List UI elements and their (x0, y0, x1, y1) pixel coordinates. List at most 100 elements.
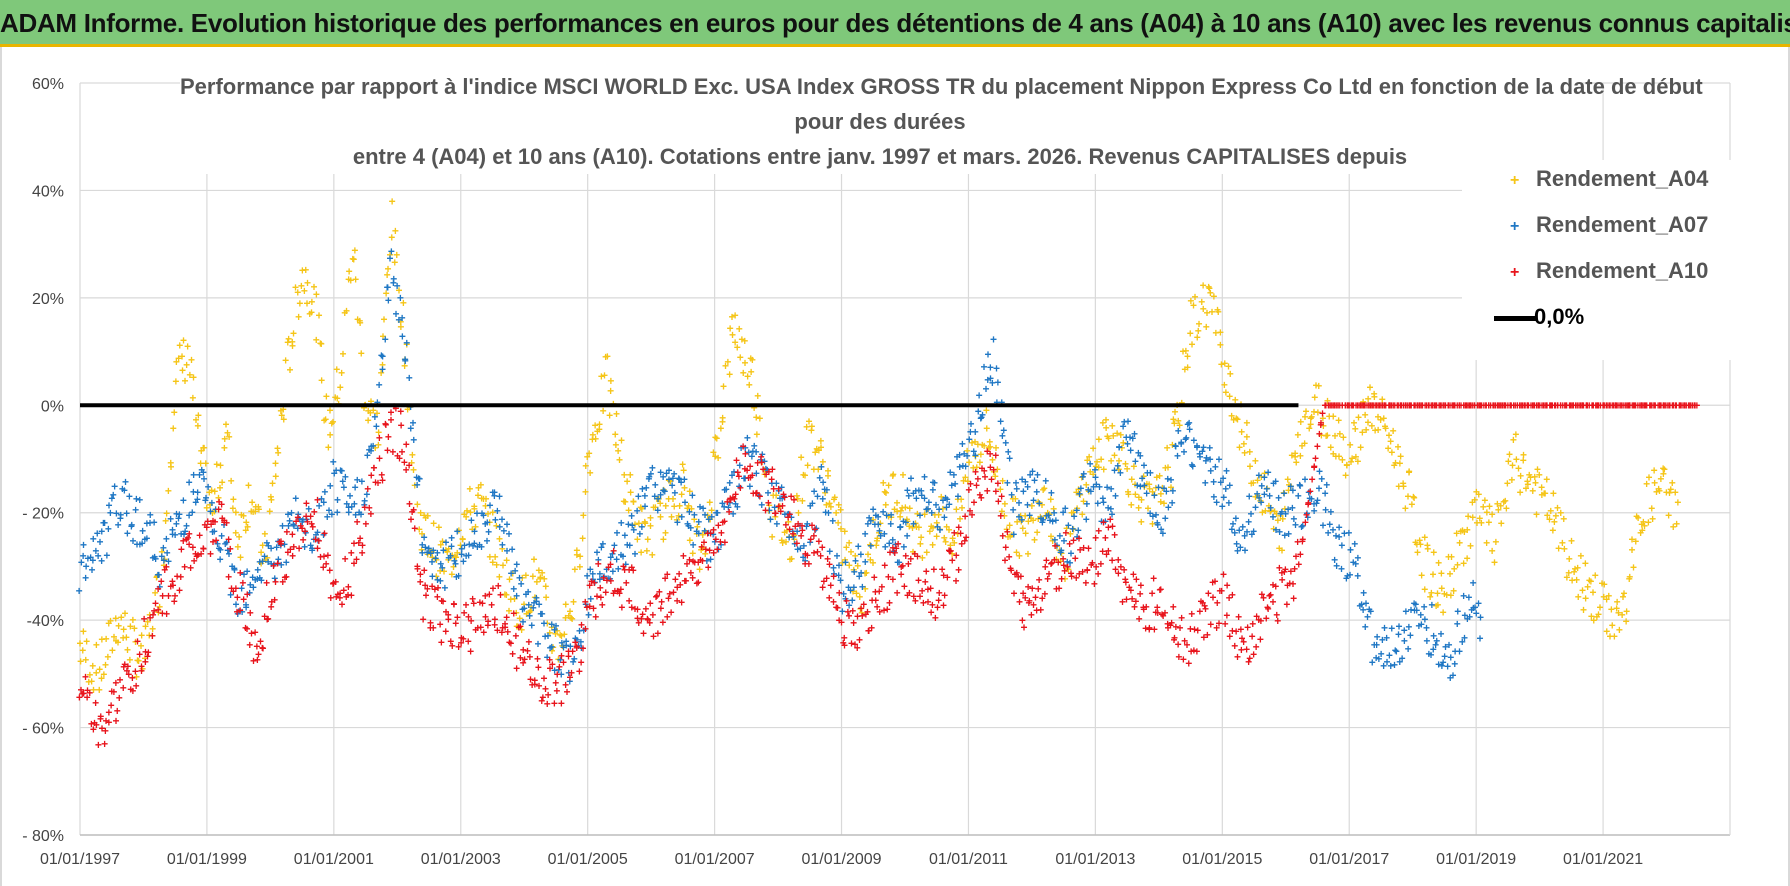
point-Rendement_A07: + (1444, 660, 1451, 674)
point-Rendement_A04: + (295, 310, 302, 324)
point-Rendement_A04: + (393, 248, 400, 262)
point-Rendement_A07: + (422, 540, 429, 554)
x-tick-label: 01/01/2005 (548, 851, 628, 868)
point-Rendement_A04: + (250, 505, 257, 519)
point-Rendement_A07: + (1027, 468, 1034, 482)
point-Rendement_A10: + (894, 586, 901, 600)
point-Rendement_A04: + (129, 613, 136, 627)
point-Rendement_A04: + (127, 620, 134, 634)
point-Rendement_A04: + (1360, 395, 1367, 409)
point-Rendement_A07: + (316, 499, 323, 513)
point-Rendement_A10: + (170, 579, 177, 593)
point-Rendement_A10: + (482, 589, 489, 603)
point-Rendement_A04: + (1459, 524, 1466, 538)
point-Rendement_A07: + (1310, 497, 1317, 511)
point-Rendement_A04: + (1175, 414, 1182, 428)
point-Rendement_A04: + (1505, 454, 1512, 468)
point-Rendement_A04: + (321, 414, 328, 428)
point-Rendement_A04: + (1495, 503, 1502, 517)
point-Rendement_A04: + (266, 504, 273, 518)
point-Rendement_A04: + (1070, 522, 1077, 536)
point-Rendement_A07: + (439, 561, 446, 575)
point-Rendement_A07: + (132, 503, 139, 517)
point-Rendement_A07: + (136, 537, 143, 551)
point-Rendement_A10: + (963, 531, 970, 545)
point-Rendement_A07: + (923, 502, 930, 516)
point-Rendement_A07: + (111, 479, 118, 493)
point-Rendement_A04: + (722, 359, 729, 373)
point-Rendement_A04: + (347, 274, 354, 288)
point-Rendement_A07: + (318, 492, 325, 506)
point-Rendement_A04: + (1281, 502, 1288, 516)
x-tick-label: 01/01/1999 (167, 851, 247, 868)
point-Rendement_A04: + (873, 538, 880, 552)
point-Rendement_A07: + (1423, 621, 1430, 635)
point-Rendement_A10: + (228, 581, 235, 595)
point-Rendement_A04: + (1128, 473, 1135, 487)
point-Rendement_A04: + (949, 547, 956, 561)
point-Rendement_A04: + (1669, 476, 1676, 490)
point-Rendement_A10: + (184, 531, 191, 545)
point-Rendement_A04: + (1208, 305, 1215, 319)
point-Rendement_A07: + (354, 473, 361, 487)
point-Rendement_A10: + (593, 589, 600, 603)
point-Rendement_A07: + (540, 617, 547, 631)
point-Rendement_A07: + (1036, 497, 1043, 511)
point-Rendement_A07: + (465, 549, 472, 563)
point-Rendement_A04: + (1149, 517, 1156, 531)
point-Rendement_A07: + (1172, 440, 1179, 454)
point-Rendement_A07: + (624, 538, 631, 552)
point-Rendement_A04: + (349, 252, 356, 266)
point-Rendement_A07: + (301, 540, 308, 554)
point-Rendement_A07: + (693, 524, 700, 538)
point-Rendement_A10: + (756, 490, 763, 504)
point-Rendement_A07: + (771, 501, 778, 515)
point-Rendement_A10: + (177, 570, 184, 584)
chart-frame (0, 47, 1790, 886)
point-Rendement_A04: + (1191, 290, 1198, 304)
point-Rendement_A04: + (1380, 412, 1387, 426)
point-Rendement_A07: + (1380, 659, 1387, 673)
point-Rendement_A10: + (968, 508, 975, 522)
point-Rendement_A10: + (317, 550, 324, 564)
point-Rendement_A07: + (881, 527, 888, 541)
point-Rendement_A04: + (160, 558, 167, 572)
point-Rendement_A04: + (96, 683, 103, 697)
point-Rendement_A07: + (1383, 631, 1390, 645)
point-Rendement_A04: + (337, 380, 344, 394)
point-Rendement_A10: + (1314, 439, 1321, 453)
point-Rendement_A04: + (1098, 452, 1105, 466)
point-Rendement_A04: + (812, 445, 819, 459)
point-Rendement_A07: + (190, 468, 197, 482)
point-Rendement_A10: + (230, 585, 237, 599)
point-Rendement_A10: + (568, 666, 575, 680)
point-Rendement_A07: + (1360, 603, 1367, 617)
point-Rendement_A04: + (379, 358, 386, 372)
point-Rendement_A04: + (492, 550, 499, 564)
point-Rendement_A04: + (387, 248, 394, 262)
point-Rendement_A04: + (518, 623, 525, 637)
point-Rendement_A04: + (232, 505, 239, 519)
point-Rendement_A10: + (573, 640, 580, 654)
point-Rendement_A04: + (418, 543, 425, 557)
point-Rendement_A10: + (244, 587, 251, 601)
point-Rendement_A04: + (1324, 428, 1331, 442)
point-Rendement_A07: + (839, 605, 846, 619)
point-Rendement_A07: + (558, 636, 565, 650)
point-Rendement_A04: + (163, 506, 170, 520)
point-Rendement_A10: + (293, 515, 300, 529)
point-Rendement_A04: + (290, 327, 297, 341)
point-Rendement_A07: + (1188, 458, 1195, 472)
point-Rendement_A10: + (348, 546, 355, 560)
point-Rendement_A10: + (414, 562, 421, 576)
point-Rendement_A04: + (1157, 495, 1164, 509)
point-Rendement_A10: + (200, 542, 207, 556)
point-Rendement_A04: + (1428, 586, 1435, 600)
point-Rendement_A04: + (928, 520, 935, 534)
point-Rendement_A04: + (1025, 514, 1032, 528)
point-Rendement_A04: + (1433, 599, 1440, 613)
point-Rendement_A07: + (563, 639, 570, 653)
point-Rendement_A10: + (553, 684, 560, 698)
point-Rendement_A10: + (327, 591, 334, 605)
point-Rendement_A04: + (424, 547, 431, 561)
